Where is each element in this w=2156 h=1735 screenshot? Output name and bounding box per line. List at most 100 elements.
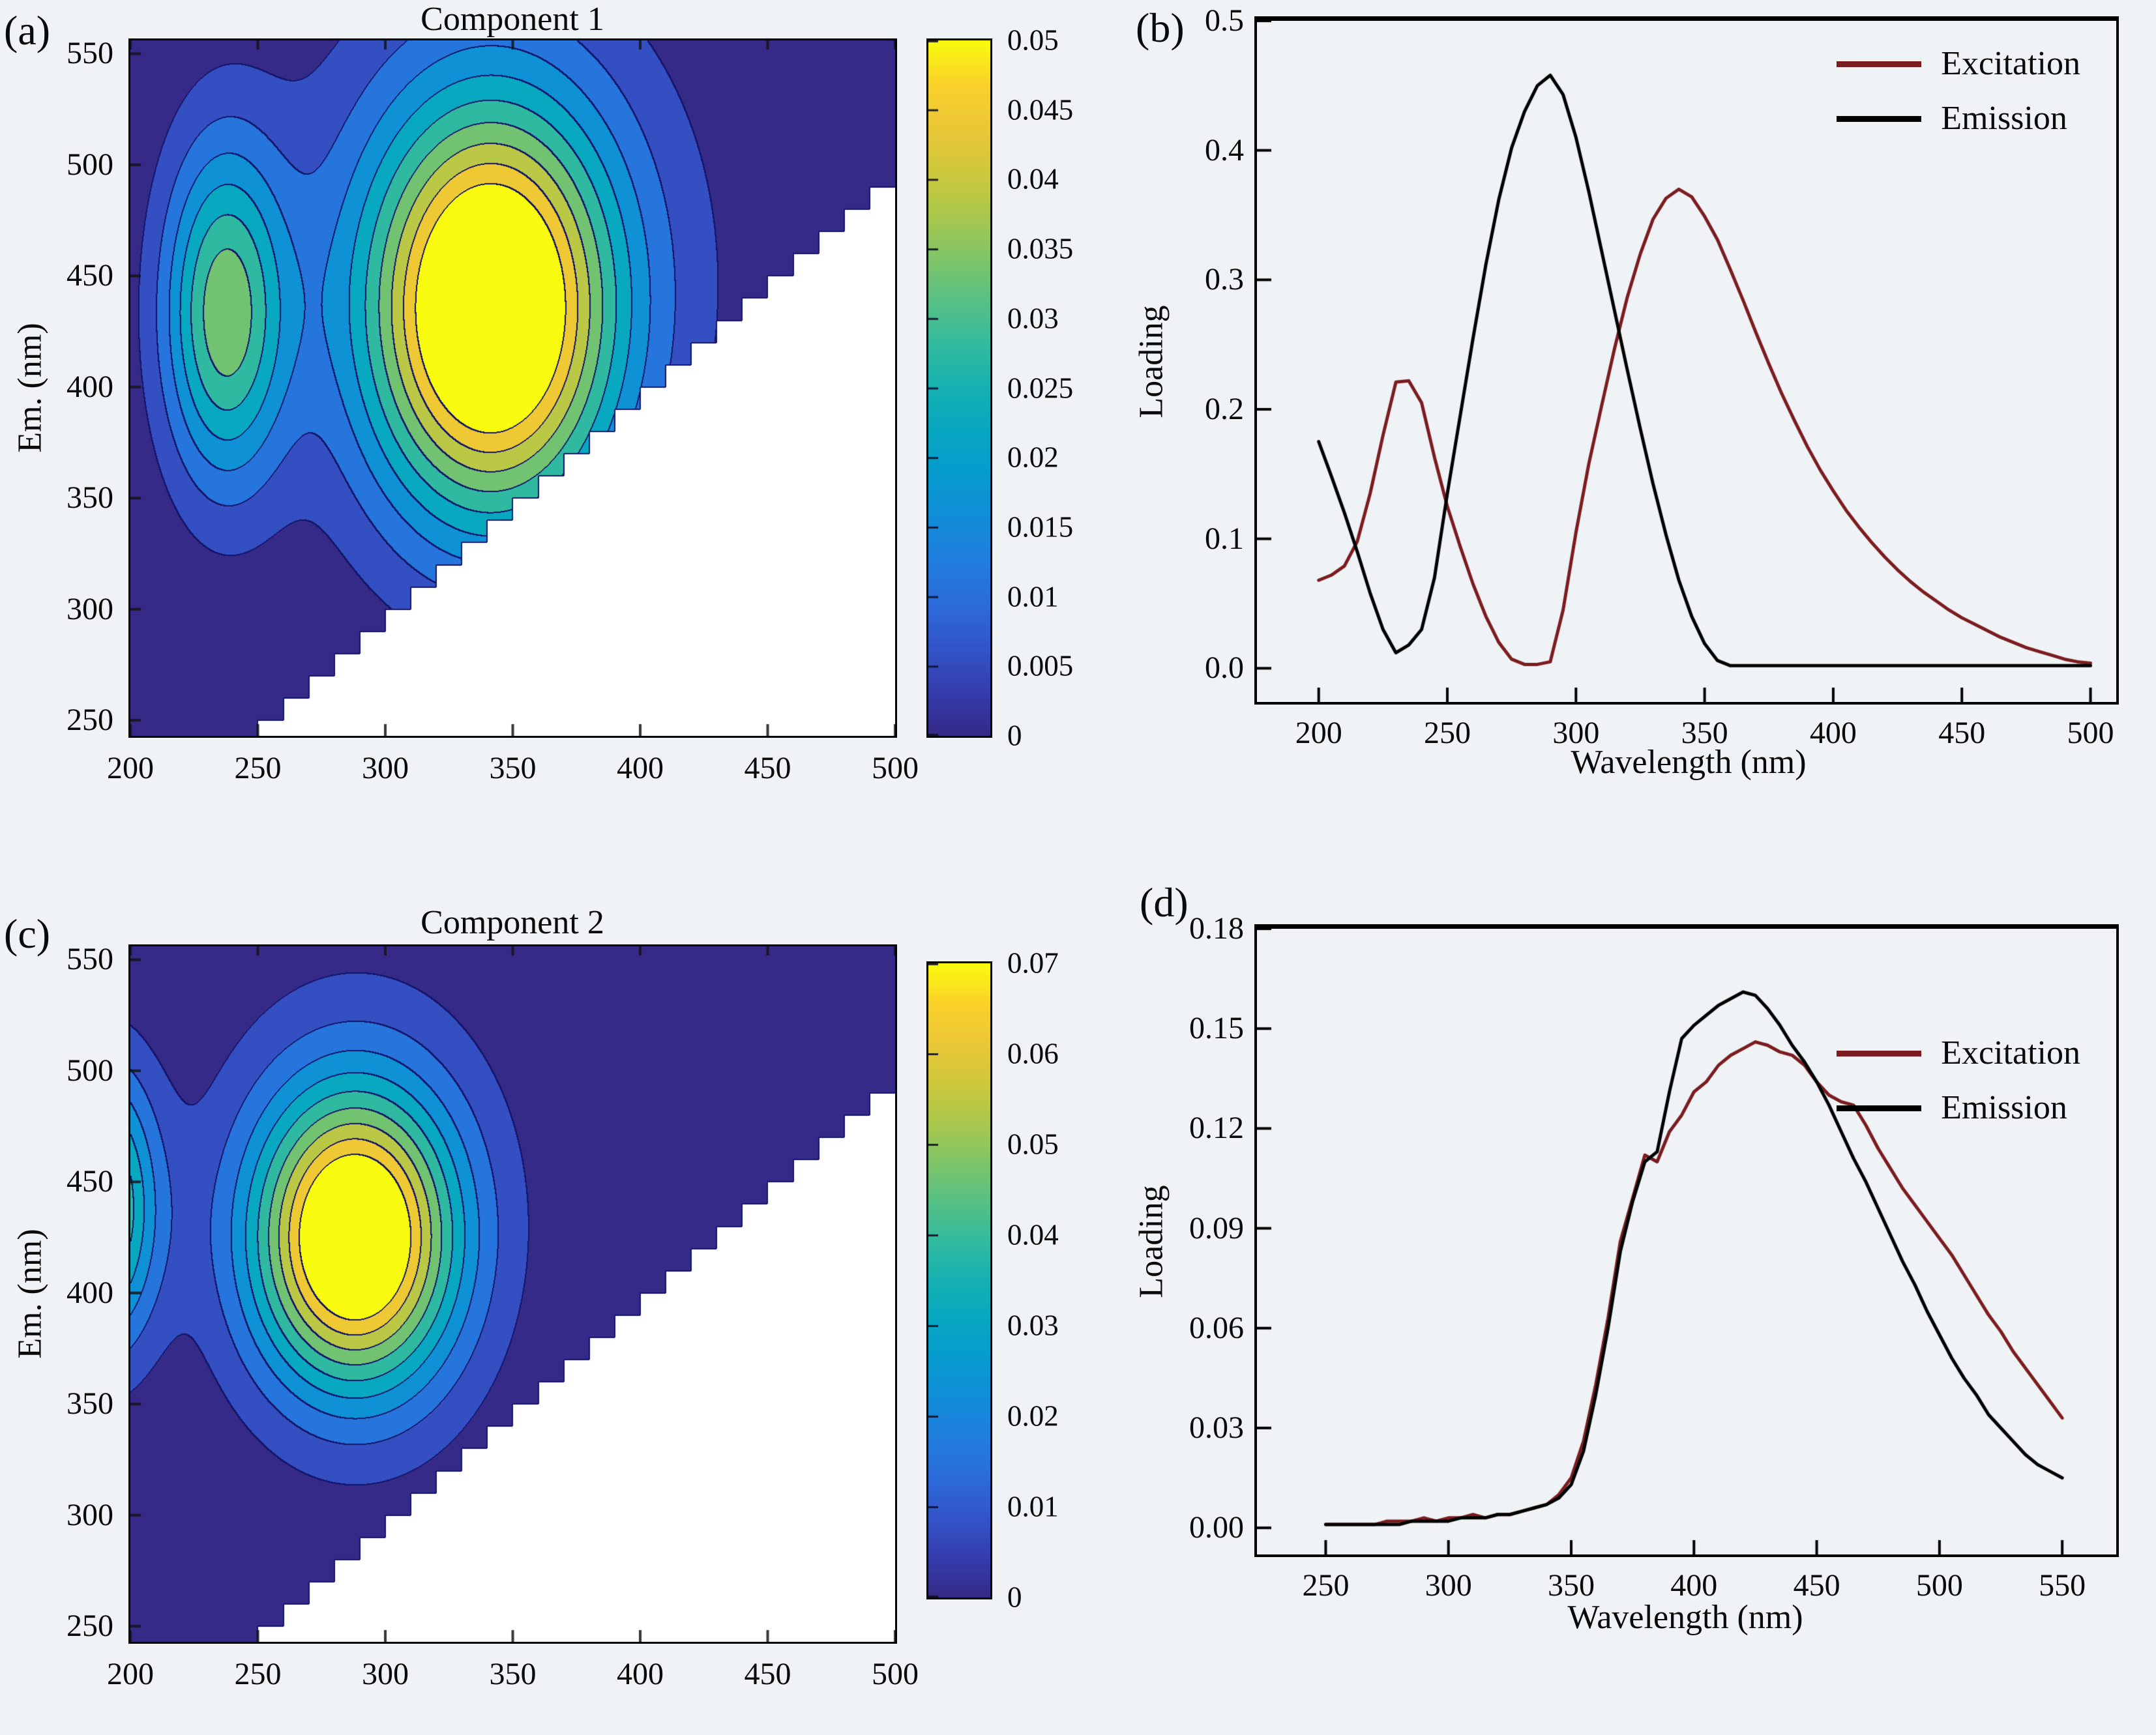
panel-d-y-tick-label: 0.15 <box>1189 1011 1244 1046</box>
panel-c-y-tick-label: 250 <box>66 1609 113 1644</box>
legend-label: Emission <box>1941 100 2067 137</box>
panel-b-x-tick-label: 400 <box>1809 716 1857 750</box>
legend-label: Excitation <box>1941 1034 2080 1072</box>
panel-d-x-tick-label: 500 <box>1915 1568 1963 1603</box>
panel-d-y-tick-label: 0.18 <box>1189 911 1244 946</box>
panel-a-colorbar-tick-label: 0.025 <box>1007 372 1074 404</box>
panel-a-x-tick-label: 200 <box>107 751 154 785</box>
panel-c-colorbar-tick-label: 0 <box>1007 1581 1022 1614</box>
panel-a-x-tick-label: 250 <box>234 751 282 785</box>
panel-d-y-tick-label: 0.09 <box>1189 1210 1244 1246</box>
panel-c-colorbar-tick-label: 0.01 <box>1007 1490 1059 1523</box>
panel-c-y-tick-label: 450 <box>66 1164 113 1199</box>
panel-c-y-tick-label: 350 <box>66 1386 113 1422</box>
panel-b-y-tick-label: 0.1 <box>1205 521 1244 556</box>
panel-a-x-tick-label: 500 <box>872 751 919 785</box>
panel-c-y-tick-label: 300 <box>66 1497 113 1532</box>
panel-a-contour-plot <box>128 38 897 738</box>
panel-c-y-tick-label: 500 <box>66 1053 113 1088</box>
panel-a-colorbar-tick-label: 0.045 <box>1007 93 1074 126</box>
panel-b-legend-entry-excitation: Excitation <box>1837 47 2080 81</box>
panel-a-y-tick-label: 300 <box>66 591 113 626</box>
panel-c-x-tick-label: 300 <box>362 1657 409 1691</box>
panel-b-y-tick-label: 0.2 <box>1205 392 1244 426</box>
panel-d-x-tick-label: 550 <box>2039 1568 2086 1603</box>
panel-a-colorbar-tick-label: 0.05 <box>1007 23 1059 57</box>
panel-a-x-tick-label: 400 <box>617 751 664 785</box>
panel-b-x-tick-label: 350 <box>1681 716 1728 750</box>
panel-b-x-tick-label: 450 <box>1938 716 1986 750</box>
panel-a-colorbar-tick-label: 0.01 <box>1007 580 1059 613</box>
panel-c-y-axis-label: Em. (nm) <box>11 1229 49 1359</box>
panel-d-legend: Excitation Emission <box>1837 1036 2080 1125</box>
panel-c-colorbar <box>926 961 992 1599</box>
panel-d-letter: (d) <box>1140 879 1189 926</box>
panel-a-y-axis-label: Em. (nm) <box>11 323 49 453</box>
panel-a-contour-canvas <box>130 40 895 736</box>
panel-a-y-tick-label: 500 <box>66 147 113 182</box>
panel-c-x-tick-label: 400 <box>617 1657 664 1691</box>
panel-b-x-tick-label: 300 <box>1552 716 1600 750</box>
panel-b-x-tick-label: 250 <box>1424 716 1471 750</box>
legend-label: Emission <box>1941 1089 2067 1126</box>
panel-a-y-tick-label: 350 <box>66 480 113 516</box>
panel-b-x-tick-label: 500 <box>2067 716 2114 750</box>
panel-b-legend: Excitation Emission <box>1837 47 2080 136</box>
panel-d-y-tick-label: 0.12 <box>1189 1111 1244 1146</box>
panel-c-colorbar-tick-label: 0.02 <box>1007 1399 1059 1433</box>
panel-d-x-tick-label: 300 <box>1425 1568 1472 1603</box>
panel-d-x-tick-label: 350 <box>1548 1568 1595 1603</box>
panel-b-x-tick-label: 200 <box>1295 716 1342 750</box>
panel-c-contour-plot <box>128 944 897 1644</box>
panel-c-contour-canvas <box>130 946 895 1642</box>
panel-d-line-plot: Excitation Emission <box>1254 924 2119 1557</box>
panel-b-y-axis-label: Loading <box>1132 305 1170 418</box>
panel-a-x-tick-label: 300 <box>362 751 409 785</box>
panel-b-y-tick-label: 0.3 <box>1205 262 1244 297</box>
panel-a-colorbar <box>926 38 992 738</box>
panel-d-y-tick-label: 0.06 <box>1189 1310 1244 1345</box>
panel-d-x-tick-label: 400 <box>1670 1568 1718 1603</box>
panel-b-y-tick-label: 0.5 <box>1205 3 1244 38</box>
panel-a-colorbar-canvas <box>928 40 990 736</box>
panel-a-x-tick-label: 450 <box>744 751 791 785</box>
panel-c-y-tick-label: 550 <box>66 942 113 977</box>
panel-c-y-tick-label: 400 <box>66 1275 113 1310</box>
panel-d-x-tick-label: 250 <box>1302 1568 1350 1603</box>
panel-a-colorbar-tick-label: 0.03 <box>1007 302 1059 335</box>
panel-c-colorbar-tick-label: 0.06 <box>1007 1037 1059 1070</box>
panel-c-title: Component 2 <box>421 904 604 941</box>
panel-d-legend-entry-emission: Emission <box>1837 1091 2080 1125</box>
panel-c-x-tick-label: 450 <box>744 1657 791 1691</box>
emission-line-swatch <box>1837 1105 1922 1111</box>
panel-b-y-tick-label: 0.4 <box>1205 132 1244 168</box>
panel-d-legend-entry-excitation: Excitation <box>1837 1036 2080 1070</box>
excitation-line-swatch <box>1837 1050 1922 1057</box>
panel-c-colorbar-tick-label: 0.03 <box>1007 1309 1059 1342</box>
panel-a-colorbar-tick-label: 0 <box>1007 719 1022 752</box>
panel-a-colorbar-tick-label: 0.005 <box>1007 649 1074 682</box>
panel-d-y-tick-label: 0.03 <box>1189 1410 1244 1445</box>
panel-c-colorbar-canvas <box>928 963 990 1597</box>
panel-a-y-tick-label: 400 <box>66 369 113 404</box>
panel-a-x-tick-label: 350 <box>489 751 537 785</box>
emission-line-swatch <box>1837 115 1922 122</box>
legend-label: Excitation <box>1941 45 2080 82</box>
panel-d-y-tick-label: 0.00 <box>1189 1510 1244 1545</box>
panel-a-colorbar-tick-label: 0.015 <box>1007 510 1074 544</box>
panel-c-colorbar-tick-label: 0.05 <box>1007 1128 1059 1161</box>
panel-d-y-axis-label: Loading <box>1132 1185 1170 1298</box>
panel-a-title: Component 1 <box>421 1 604 38</box>
panel-c-colorbar-tick-label: 0.07 <box>1007 946 1059 980</box>
panel-b-y-tick-label: 0.0 <box>1205 650 1244 686</box>
panel-a-y-tick-label: 450 <box>66 258 113 293</box>
panel-a-colorbar-tick-label: 0.02 <box>1007 441 1059 474</box>
panel-b-legend-entry-emission: Emission <box>1837 102 2080 136</box>
panel-c-x-tick-label: 350 <box>489 1657 537 1691</box>
panel-b-line-plot: Excitation Emission <box>1254 16 2119 705</box>
panel-d-x-tick-label: 450 <box>1793 1568 1840 1603</box>
panel-c-letter: (c) <box>4 911 51 957</box>
panel-a-colorbar-tick-label: 0.04 <box>1007 162 1059 196</box>
panel-c-colorbar-tick-label: 0.04 <box>1007 1218 1059 1251</box>
